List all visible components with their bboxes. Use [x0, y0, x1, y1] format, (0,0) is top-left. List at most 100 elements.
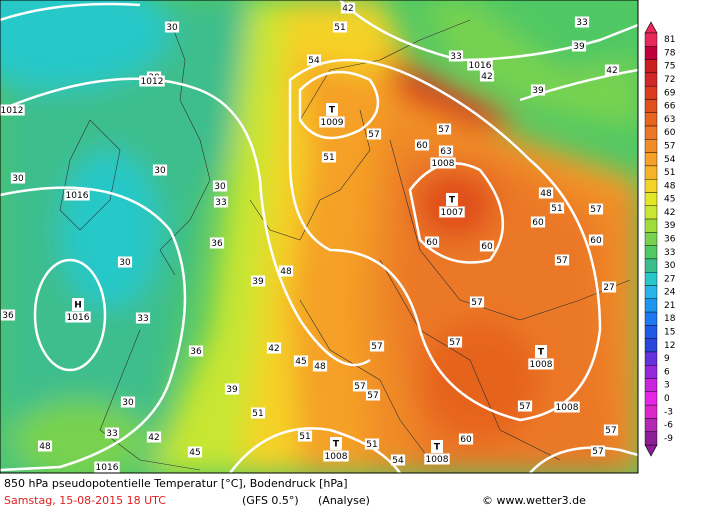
colorbar-label: 57 [664, 141, 675, 151]
contour-label: 42 [148, 433, 159, 443]
contour-label: 30 [154, 166, 166, 176]
colorbar-label: 45 [664, 195, 675, 205]
colorbar-label: -3 [664, 407, 673, 417]
colorbar-swatch [644, 325, 658, 339]
contour-label: 51 [252, 409, 263, 419]
isobar-label-box [0, 104, 25, 116]
contour-label-box [321, 151, 337, 163]
colorbar-label: 30 [664, 261, 676, 271]
pressure-value: 1016 [67, 313, 90, 323]
colorbar-label: 36 [664, 235, 676, 245]
isobar-label: 1008 [432, 159, 455, 169]
contour-label: 57 [519, 402, 530, 412]
isobar-label-box [430, 157, 456, 169]
pressure-value: 1009 [321, 118, 344, 128]
colorbar-swatch [644, 431, 658, 446]
colorbar-swatch [644, 311, 658, 326]
pressure-value: 1008 [325, 452, 348, 462]
contour-label: 39 [252, 277, 264, 287]
colorbar-arrow-top [644, 21, 658, 34]
colorbar-swatch [644, 391, 658, 406]
contour-label: 33 [576, 18, 587, 28]
pressure-symbol: H [74, 301, 82, 311]
contour-label-box [213, 196, 229, 208]
map: 3030303030333630363336393033424845424548… [0, 0, 638, 473]
pressure-value-box [323, 450, 349, 462]
contour-label-box [469, 296, 485, 308]
contour-label: 33 [450, 52, 461, 62]
isobar-label: 1008 [556, 403, 579, 413]
colorbar-label: 27 [664, 274, 675, 284]
contour-label-box [187, 446, 203, 458]
contour-label: 57 [367, 391, 378, 401]
colorbar-swatch [644, 418, 658, 432]
contour-label: 51 [299, 432, 310, 442]
contour-label: 54 [392, 456, 404, 466]
colorbar-swatch [644, 298, 658, 313]
colorbar-swatch [644, 152, 658, 167]
contour-label-box [538, 187, 554, 199]
colorbar-label: 3 [664, 381, 670, 391]
colorbar-label: 9 [664, 354, 670, 364]
contour-label-box [135, 312, 151, 324]
pressure-symbol-box [431, 440, 443, 453]
colorbar-swatch [644, 245, 658, 260]
contour-label-box [366, 128, 382, 140]
contour-label: 51 [323, 153, 334, 163]
colorbar-arrow-bottom [644, 444, 658, 457]
isobar-label-box [139, 75, 165, 87]
contour-label: 60 [590, 236, 602, 246]
contour-label: 51 [551, 204, 562, 214]
contour-label: 39 [573, 42, 585, 52]
pressure-value: 1008 [426, 455, 449, 465]
contour-label-box [574, 16, 590, 28]
contour-label: 57 [354, 382, 365, 392]
contour-label: 27 [603, 283, 614, 293]
colorbar-swatch [644, 351, 658, 366]
isobar-label: 1012 [141, 77, 164, 87]
pressure-symbol: T [538, 348, 545, 358]
contour-label-box [390, 454, 406, 466]
pressure-symbol-box [330, 437, 342, 450]
contour-label: 30 [12, 174, 24, 184]
caption-model: (GFS 0.5°) [242, 494, 299, 507]
contour-label-box [209, 237, 225, 249]
isobar-label: 1012 [1, 106, 24, 116]
contour-label: 54 [308, 56, 320, 66]
contour-label: 60 [532, 218, 544, 228]
contour-label-box [436, 123, 452, 135]
contour-label: 42 [481, 72, 492, 82]
isobar-label-box [64, 189, 90, 201]
contour-label: 57 [605, 426, 616, 436]
contour-label: 60 [426, 238, 438, 248]
contour-label-box [212, 180, 228, 192]
pressure-value-box [319, 116, 345, 128]
colorbar-label: 21 [664, 301, 675, 311]
colorbar-swatch [644, 139, 658, 153]
contour-label-box [414, 139, 430, 151]
colorbar-label: 63 [664, 115, 675, 125]
contour-label: 33 [215, 198, 226, 208]
colorbar-label: -9 [664, 434, 673, 444]
pressure-value-box [65, 311, 91, 323]
colorbar-label: 75 [664, 62, 675, 72]
pressure-symbol-box [326, 103, 338, 116]
colorbar-swatch [644, 46, 658, 60]
contour-label-box [332, 21, 348, 33]
colorbar-label: 69 [664, 88, 676, 98]
isobar-label-box [94, 461, 120, 473]
contour-label-box [438, 145, 454, 157]
colorbar-label: 15 [664, 328, 675, 338]
colorbar-swatch [644, 378, 658, 393]
contour-label-box [369, 340, 385, 352]
colorbar-swatch [644, 85, 658, 100]
contour-label: 33 [106, 429, 117, 439]
contour-label: 36 [2, 311, 14, 321]
contour-label-box [479, 240, 495, 252]
colorbar-label: 60 [664, 128, 676, 138]
isobar-label-box [554, 401, 580, 413]
colorbar-swatch [644, 272, 658, 286]
contour-label: 57 [556, 256, 567, 266]
caption-title: 850 hPa pseudopotentielle Temperatur [°C… [4, 477, 348, 490]
